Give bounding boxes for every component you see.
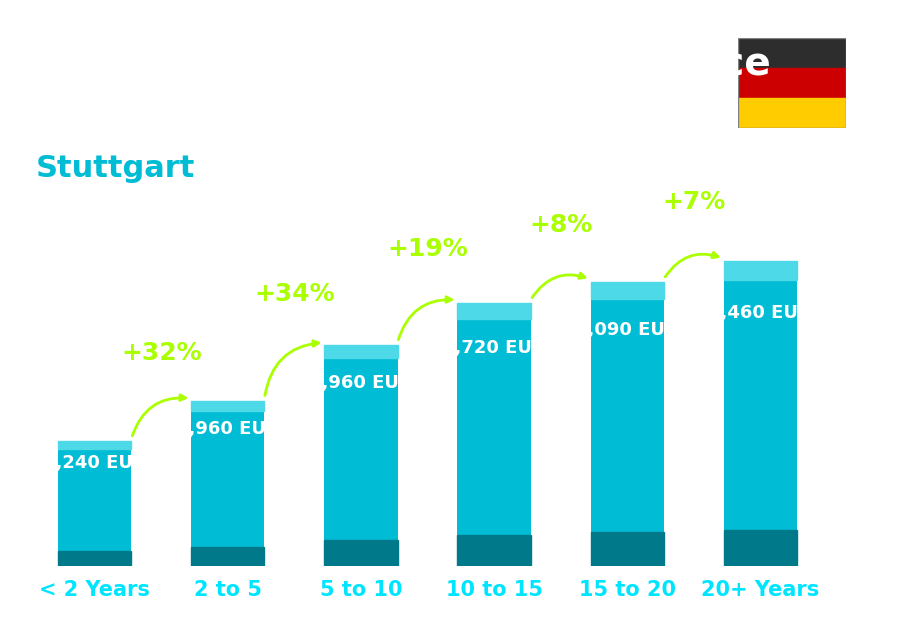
Bar bbox=[738, 38, 846, 69]
Bar bbox=[58, 551, 131, 567]
Text: Average Monthly Salary: Average Monthly Salary bbox=[864, 246, 877, 395]
Text: Stuttgart: Stuttgart bbox=[36, 154, 195, 183]
Text: Salary Comparison By Experience: Salary Comparison By Experience bbox=[36, 45, 770, 83]
Bar bbox=[457, 535, 531, 567]
Bar bbox=[58, 441, 131, 449]
Text: +8%: +8% bbox=[529, 213, 592, 237]
Bar bbox=[738, 69, 846, 98]
Bar bbox=[590, 282, 663, 567]
Bar bbox=[58, 441, 131, 567]
Bar bbox=[324, 345, 398, 358]
Bar bbox=[457, 303, 531, 567]
Bar bbox=[457, 303, 531, 319]
Bar bbox=[590, 532, 663, 567]
Text: +19%: +19% bbox=[387, 237, 468, 261]
Text: 5,090 EUR: 5,090 EUR bbox=[575, 321, 679, 339]
Text: salaryexplorer.com: salaryexplorer.com bbox=[371, 610, 529, 628]
Bar bbox=[590, 282, 663, 299]
Bar bbox=[724, 530, 796, 567]
Bar bbox=[724, 262, 796, 279]
Text: 2,240 EUR: 2,240 EUR bbox=[43, 454, 147, 472]
Text: +7%: +7% bbox=[662, 190, 725, 214]
Text: 5,460 EUR: 5,460 EUR bbox=[708, 304, 812, 322]
Text: 2,960 EUR: 2,960 EUR bbox=[176, 420, 280, 438]
Bar bbox=[324, 345, 398, 567]
Bar bbox=[192, 401, 265, 411]
Text: 3,960 EUR: 3,960 EUR bbox=[310, 374, 413, 392]
Bar bbox=[738, 98, 846, 128]
Bar bbox=[192, 547, 265, 567]
Bar bbox=[724, 262, 796, 567]
Text: 4,720 EUR: 4,720 EUR bbox=[442, 338, 545, 356]
Bar bbox=[192, 401, 265, 567]
Text: Category Manager: Category Manager bbox=[36, 109, 267, 133]
Text: +32%: +32% bbox=[122, 341, 202, 365]
Bar bbox=[324, 540, 398, 567]
Text: +34%: +34% bbox=[254, 282, 335, 306]
